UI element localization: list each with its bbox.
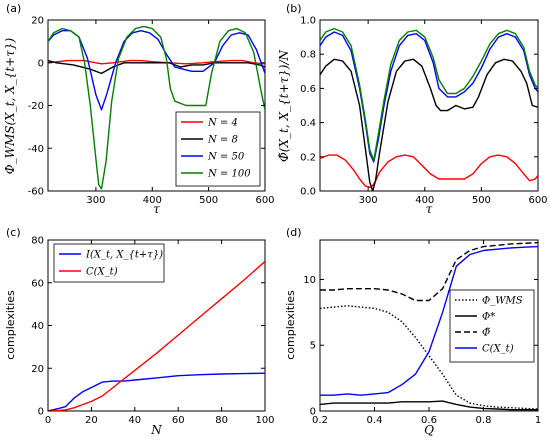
- panel-c-ytick-label: 0: [38, 407, 44, 418]
- panel-d-series-line-1: [320, 400, 538, 411]
- panel-b-series: [320, 27, 538, 191]
- panel-b-label: (b): [286, 2, 302, 15]
- panel-c-xtick-label: 100: [255, 415, 274, 426]
- panel-b-xtick-label: 500: [472, 195, 491, 206]
- panel-a-legend-label: N = 100: [207, 169, 251, 180]
- panel-c-ytick-label: 80: [31, 236, 44, 247]
- panel-c-xlabel: N: [150, 423, 162, 437]
- panel-d-xtick-label: 0.8: [476, 415, 492, 426]
- panel-b-ytick-label: 0.2: [300, 152, 316, 163]
- panel-c-xtick-label: 0: [45, 415, 51, 426]
- panel-b-ylabel: Φ̃(X_t, X_{t+τ})/N: [277, 49, 291, 162]
- panel-a-series-line-2: [48, 30, 265, 111]
- panel-c-series-line-0: [48, 372, 265, 411]
- panel-d-ytick-label: 0: [310, 407, 316, 418]
- panel-d-legend-box: [449, 289, 535, 363]
- panel-a-series-line-1: [48, 59, 265, 75]
- panel-a-legend-label: N = 50: [207, 152, 245, 163]
- panel-b-frame: [319, 19, 539, 192]
- panel-c: (c) 0 20 40 60 80 100 0 20 40 60 80 N complexities…: [4, 226, 275, 437]
- panel-c-ylabel: complexities: [4, 290, 17, 360]
- panel-d-legend-label: Φ̃: [482, 328, 490, 339]
- panel-b-series-line-3: [320, 27, 538, 161]
- panel-d-legend: Φ_WMS Φ* Φ̃ C(X_t): [449, 289, 535, 363]
- panel-b-xtick-label: 600: [528, 195, 547, 206]
- panel-c-legend-box: [53, 243, 165, 283]
- panel-c-xtick-label: 20: [85, 415, 98, 426]
- panel-d-xtick-label: 0.6: [421, 415, 437, 426]
- panel-d-series: [320, 241, 538, 411]
- panel-b-xlabel: τ: [426, 202, 433, 216]
- panel-b: (b) 300 400 500 600 0.0 0.2 0.4 0.6 0.8 1.0 τ Φ̃(…: [277, 2, 548, 216]
- panel-c-series-line-1: [48, 260, 265, 411]
- panel-a-ytick-label: -20: [28, 101, 44, 112]
- panel-c-xtick-label: 60: [172, 415, 185, 426]
- panel-a-legend-label: N = 8: [207, 135, 238, 146]
- panel-c-ticks: 0 20 40 60 80 100 0 20 40 60 80: [31, 236, 274, 427]
- panel-a-ytick-label: -60: [28, 187, 44, 198]
- panel-b-ytick-label: 0.6: [300, 84, 316, 95]
- panel-b-ytick-label: 0.4: [300, 118, 316, 129]
- panel-d-ylabel: complexities: [284, 290, 297, 360]
- panel-b-xtick-label: 400: [415, 195, 434, 206]
- panel-a-series: [48, 25, 265, 190]
- panel-b-xtick-label: 300: [359, 195, 378, 206]
- panel-c-legend-label: C(X_t): [86, 267, 118, 278]
- panel-d-series-line-0: [320, 305, 538, 410]
- panel-c-ytick-label: 60: [31, 278, 44, 289]
- panel-a-ylabel: Φ_WMS(X_t, X_{t+τ}): [3, 38, 17, 175]
- panel-a-xlabel: τ: [153, 202, 160, 216]
- panel-d-legend-label: Φ*: [482, 312, 495, 323]
- panel-b-ytick-label: 1.0: [300, 16, 316, 27]
- panel-a-xtick-label: 500: [199, 195, 218, 206]
- panel-b-ytick-label: 0.0: [300, 187, 316, 198]
- panel-a-ytick-label: -40: [28, 144, 44, 155]
- panel-a-series-line-0: [48, 59, 265, 65]
- panel-a-label: (a): [6, 2, 21, 15]
- panel-c-xtick-label: 80: [215, 415, 228, 426]
- panel-b-series-line-0: [320, 154, 538, 189]
- panel-d-legend-label: C(X_t): [482, 344, 514, 355]
- panel-d-ytick-label: 10: [303, 275, 316, 286]
- panel-c-series: [48, 260, 265, 411]
- panel-c-ytick-label: 40: [31, 321, 44, 332]
- panel-a-ticks: 300 400 500 600 -60 -40 -20 0 20: [28, 16, 275, 207]
- panel-d-xtick-label: 0.4: [367, 415, 383, 426]
- panel-a-series-line-3: [48, 25, 265, 190]
- panel-a-legend-label: N = 4: [207, 118, 238, 129]
- panel-b-ytick-label: 0.8: [300, 50, 316, 61]
- panel-c-legend-label: I(X_t, X_{t+τ}): [85, 250, 163, 261]
- panel-c-xtick-label: 40: [128, 415, 141, 426]
- panel-c-label: (c): [6, 226, 21, 239]
- panel-a-ytick-label: 20: [31, 16, 44, 27]
- panel-a-xtick-label: 400: [143, 195, 162, 206]
- panel-a-xtick-label: 600: [255, 195, 274, 206]
- panel-a: (a) 300 400 500 600 -60 -40 -20 0 20 τ Φ_WMS(X_t…: [3, 2, 275, 216]
- panel-d-label: (d): [286, 226, 302, 239]
- panel-d-xlabel: Q: [424, 423, 434, 437]
- panel-d-xtick-label: 0.2: [312, 415, 328, 426]
- panel-a-xtick-label: 300: [86, 195, 105, 206]
- panel-d-series-line-3: [320, 245, 538, 396]
- panel-d-legend-label: Φ_WMS: [482, 296, 523, 307]
- panel-d-xtick-label: 1: [535, 415, 541, 426]
- panel-b-series-line-1: [320, 58, 538, 191]
- panel-a-ytick-label: 0: [38, 58, 44, 69]
- panel-b-ticks: 300 400 500 600 0.0 0.2 0.4 0.6 0.8 1.0: [300, 16, 547, 207]
- panel-d-series-line-2: [320, 241, 538, 302]
- panel-d-ytick-label: 5: [310, 341, 316, 352]
- panel-c-ytick-label: 20: [31, 364, 44, 375]
- panel-c-legend: I(X_t, X_{t+τ}) C(X_t): [53, 243, 165, 283]
- panel-a-legend: N = 4 N = 8 N = 50 N = 100: [175, 111, 261, 187]
